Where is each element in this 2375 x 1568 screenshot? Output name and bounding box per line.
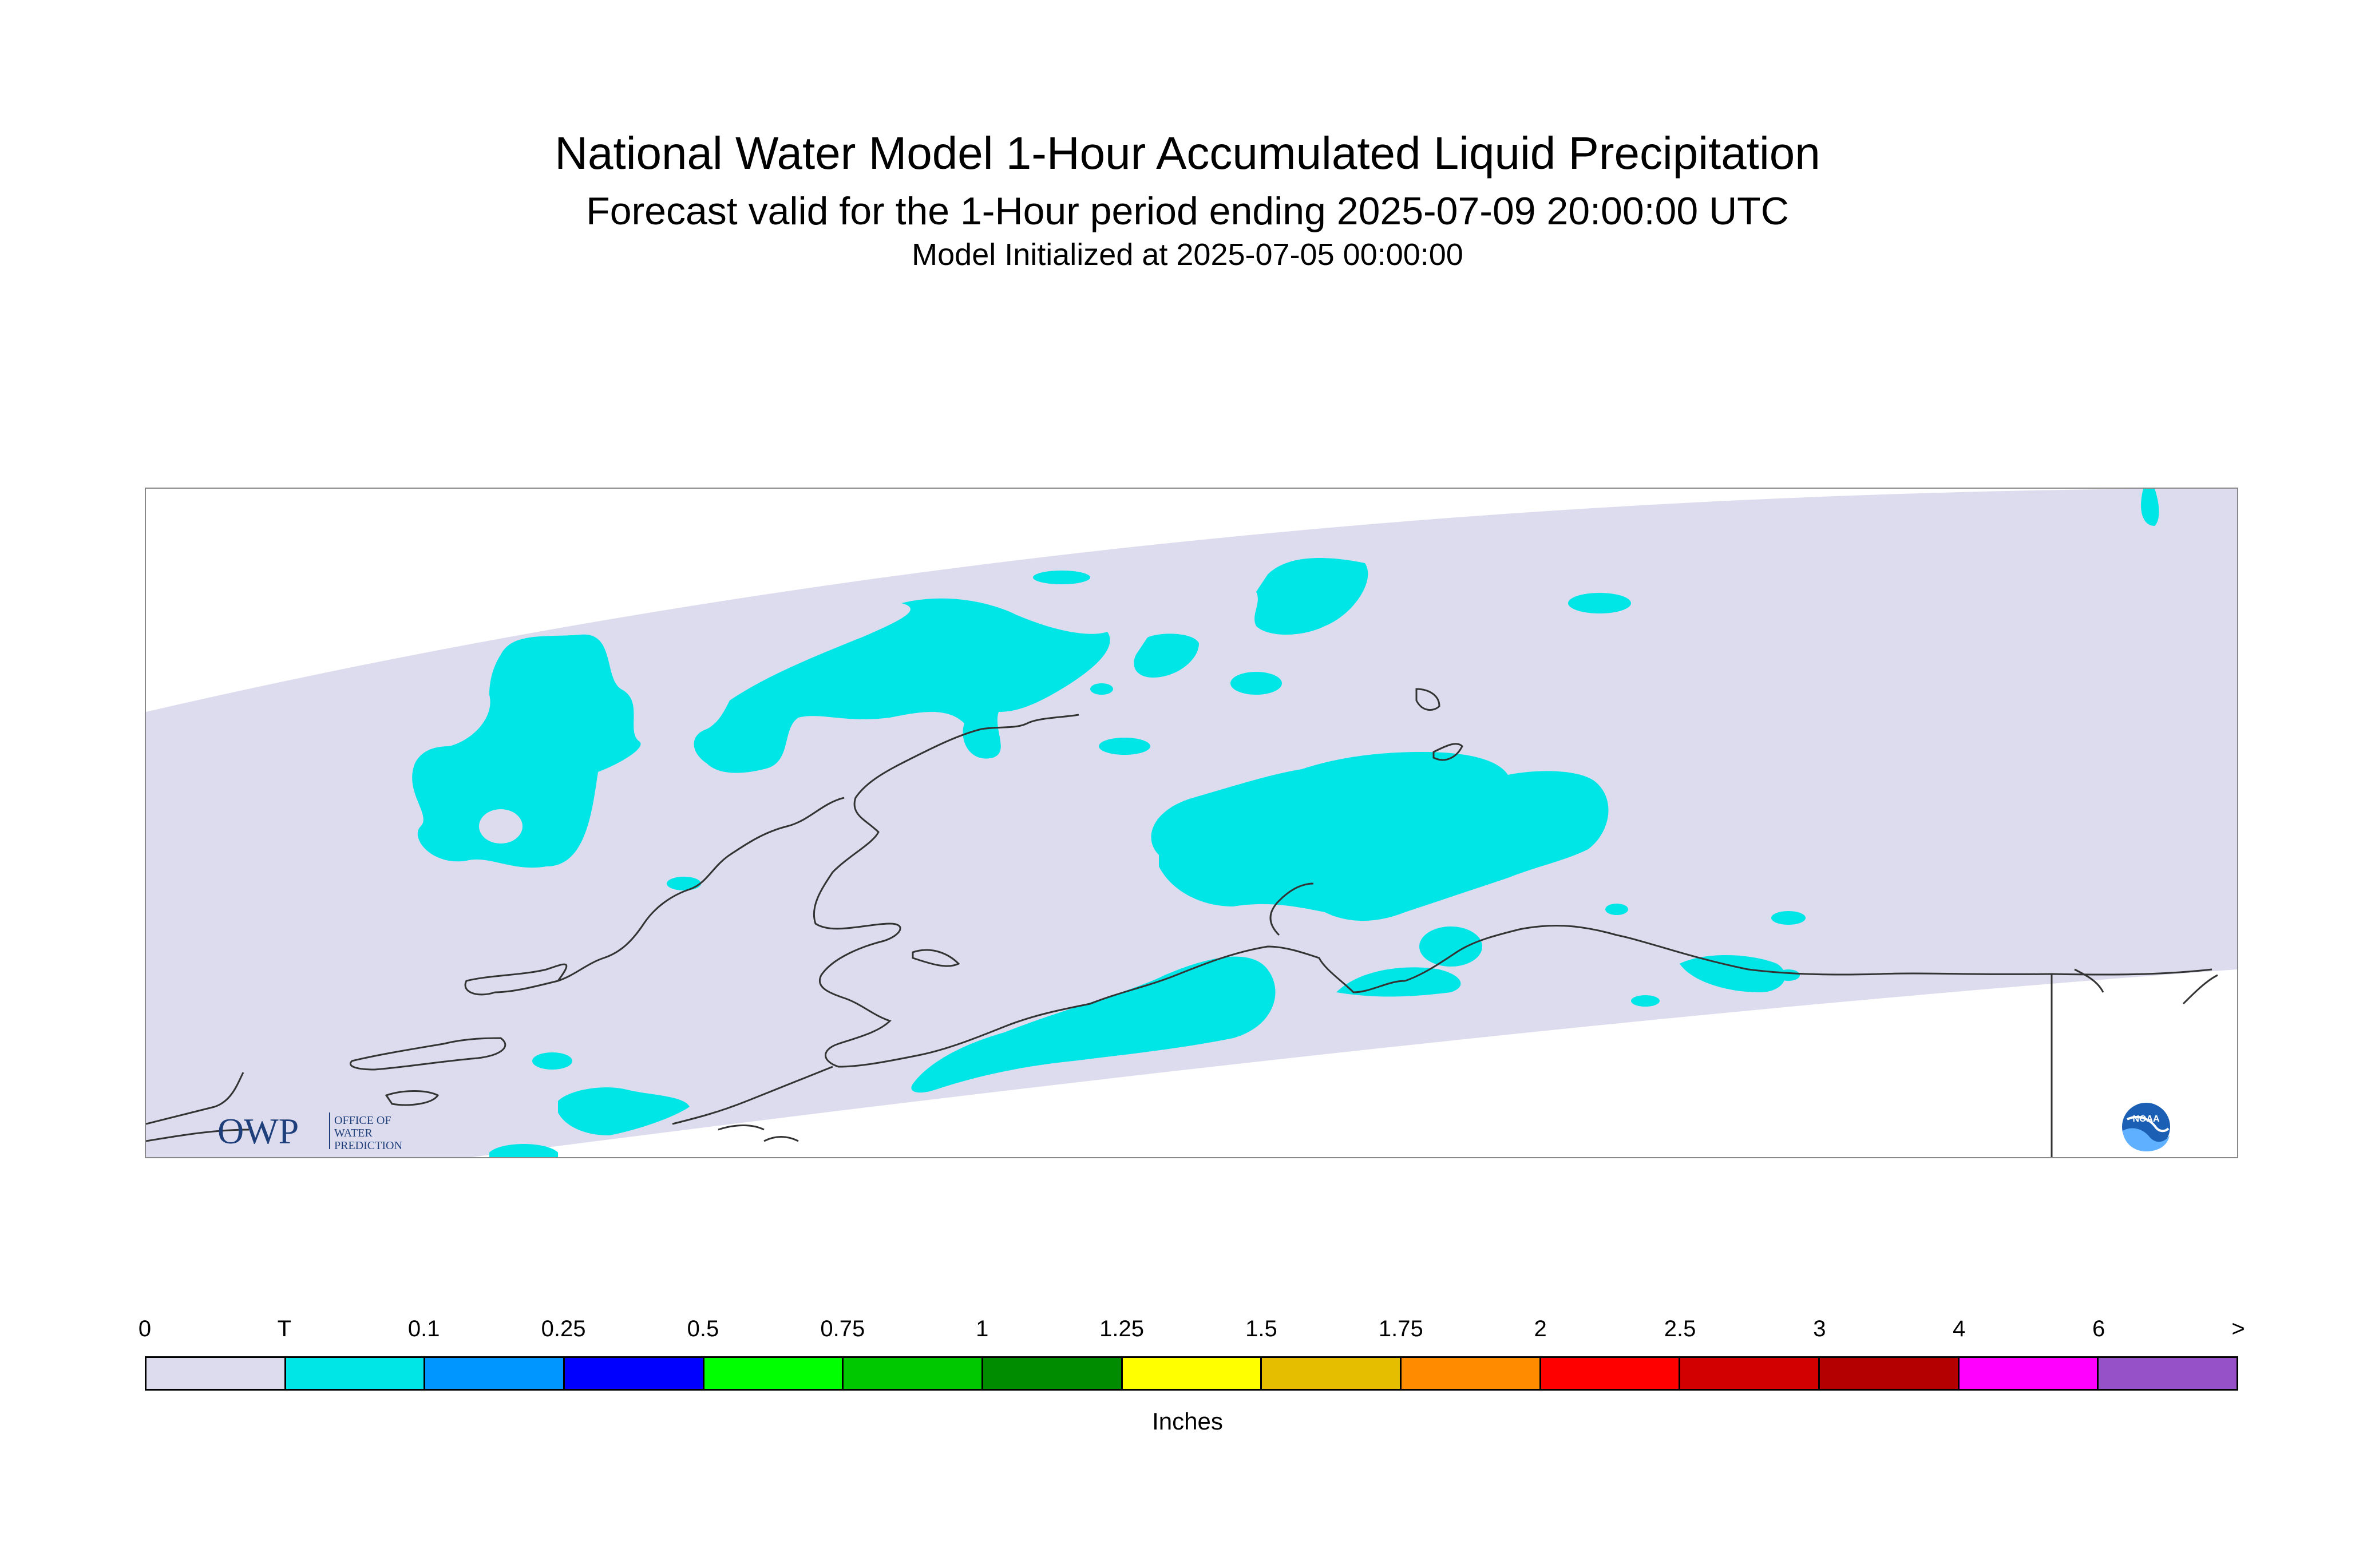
legend-tick-label: 2 [1534,1316,1547,1341]
precipitation-map [146,489,2237,1157]
alaska-coastline [813,714,2212,1068]
precip-area-small-b [1099,738,1150,755]
legend-swatch [1262,1358,1402,1389]
precip-area-northeast [2141,489,2159,526]
interior-lake [912,949,960,967]
precipitation-legend [145,1356,2238,1391]
precip-area-small-d [1568,593,1631,613]
precip-area-small-e [667,877,701,890]
legend-tick-label: 0.5 [687,1316,719,1341]
precip-area-central [1151,752,1609,921]
legend-swatch [425,1358,565,1389]
owp-line1: OFFICE OF [334,1114,391,1127]
owp-letters: OWP [217,1111,299,1151]
western-alaska-coast [557,797,845,982]
precip-area-small-c [1033,571,1090,584]
seward-peninsula [464,963,568,996]
precip-area-southwest-b [489,1144,558,1157]
kenai-peninsula [1269,882,1314,936]
legend-swatch [844,1358,984,1389]
precip-area-southeast [1680,955,1786,992]
st-lawrence-island [350,1037,506,1071]
legend-tick-label: T [277,1316,292,1341]
map-frame: OWP OFFICE OF WATER PREDICTION NOAA [145,488,2238,1158]
legend-swatch [2099,1358,2237,1389]
precip-area-east-b [1605,904,1628,915]
legend-swatch [1541,1358,1681,1389]
precip-area-central-north [694,598,1110,773]
legend-tick-label: 4 [1953,1316,1966,1341]
legend-tick-label: 2.5 [1664,1316,1696,1341]
legend-tick-label: 0.75 [820,1316,865,1341]
precip-area-southwest [558,1087,690,1135]
legend-tick-label: 0 [138,1316,152,1341]
se-coast-islands [2074,968,2218,1005]
legend-tick-label: 1 [976,1316,989,1341]
legend-units: Inches [1152,1408,1223,1435]
precip-area-southeast-b [1777,969,1800,981]
map-title: National Water Model 1-Hour Accumulated … [555,128,1820,179]
precip-area-southwest-c [532,1052,572,1070]
owp-line2: WATER [334,1127,373,1139]
legend-swatch [565,1358,704,1389]
precip-area-small-a [1230,672,1282,695]
precip-area-peninsula [911,956,1276,1093]
forecast-valid-subtitle: Forecast valid for the 1-Hour period end… [586,189,1789,233]
owp-line3: PREDICTION [334,1139,402,1152]
precipitation-areas [412,489,2159,1157]
precip-area-east-a [1771,911,1806,925]
precip-hole [479,809,522,844]
precip-area-small-f [1090,683,1113,695]
precip-area-southcentral-b [1419,926,1482,967]
precip-area-west [412,634,641,868]
nunivak-island [385,1090,440,1106]
legend-swatch [1402,1358,1541,1389]
coastlines [146,688,2218,1157]
legend-swatch [1680,1358,1820,1389]
arctic-islands-b [1432,743,1463,761]
legend-tick-label: 6 [2092,1316,2105,1341]
legend-swatch [286,1358,426,1389]
legend-swatch [983,1358,1123,1389]
noaa-letters: NOAA [2132,1114,2160,1124]
precip-area-north-central [1254,558,1368,635]
legend-swatch [1820,1358,1960,1389]
precip-area-north-small [1134,633,1199,678]
arctic-islands-a [1415,688,1440,711]
aleutian-chain [672,1066,833,1125]
owp-logo: OWP OFFICE OF WATER PREDICTION [217,1111,402,1152]
legend-tick-label: 3 [1813,1316,1826,1341]
legend-tick-label: 0.1 [407,1316,440,1341]
chukotka-coast [146,1072,250,1142]
south-coast-islands [718,1124,799,1142]
legend-tick-label: > [2231,1316,2245,1341]
legend-swatch [704,1358,844,1389]
legend-tick-label: 1.5 [1245,1316,1277,1341]
precip-area-southeast-c [1631,995,1660,1007]
legend-tick-label: 0.25 [541,1316,586,1341]
legend-swatch [1959,1358,2099,1389]
legend-swatch [147,1358,286,1389]
legend-tick-label: 1.25 [1099,1316,1144,1341]
noaa-logo: NOAA [2122,1103,2170,1151]
legend-tick-label: 1.75 [1378,1316,1423,1341]
legend-swatch [1122,1358,1262,1389]
model-init-subtitle: Model Initialized at 2025-07-05 00:00:00 [912,237,1463,272]
